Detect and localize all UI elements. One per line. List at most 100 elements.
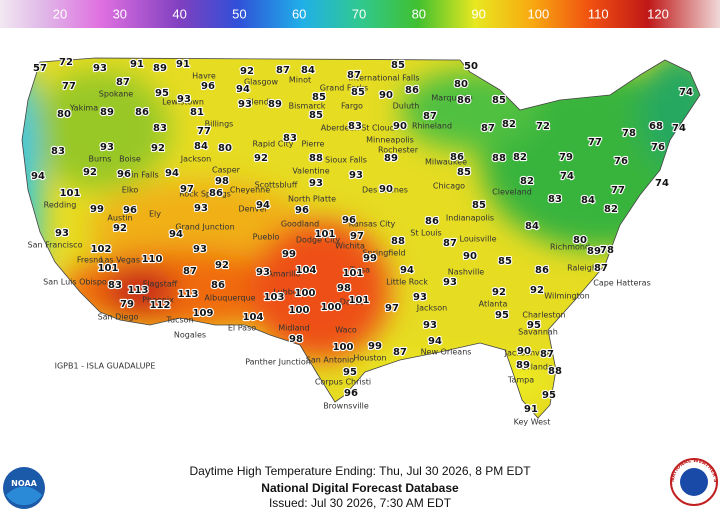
us-outline [21,57,701,419]
noaa-text: NOAA [11,479,37,488]
temperature: 100 [321,302,342,313]
city-name: Rochester [378,146,419,155]
city-name: Goodland [281,220,319,229]
temperature: 99 [90,204,104,215]
temperatures: 72 57 93 91 91 96 92 87 84 87 85 50 80 74 77 87 89 95 93 94… [30,56,694,416]
legend-label: 50 [232,6,246,21]
temperature: 94 [428,336,442,347]
temperature: 97 [385,303,399,314]
temperature: 93 [177,94,191,105]
city-name: Pueblo [253,233,280,242]
temperature: 72 [536,121,550,132]
city-name: Rapid City [253,140,294,149]
temperature: 109 [193,308,214,319]
city-name: Springfield [362,249,405,258]
temperature: 87 [276,65,290,76]
city-name: Spokane [99,90,134,99]
temperature: 93 [238,99,252,110]
city-name: Jacksonville [504,349,552,358]
temperature: 80 [454,79,468,90]
city-name: Nashville [448,268,485,277]
city-name: Las Vegas [100,256,140,265]
temperature: 83 [283,133,297,144]
legend-label: 20 [53,6,67,21]
city-name: Corpus Christi [315,378,371,387]
temperature: 94 [165,168,179,179]
temperature: 79 [559,152,573,163]
city-name: Wilmington [544,292,589,301]
temperature: 93 [349,170,363,181]
city-name: Waco [335,326,357,335]
city-name: Tampa [507,376,534,385]
city-name: Kansas City [349,220,396,229]
temperature: 102 [91,244,112,255]
temperature: 93 [413,292,427,303]
temperature: 84 [301,65,315,76]
city-name: Chicago [433,182,465,191]
city-name: Boise [119,155,141,164]
city-name: Dodge City [296,236,341,245]
temperature: 93 [256,267,270,278]
city-name: Glasgow [244,78,278,87]
temperature: 90 [393,121,407,132]
city-name: Yakima [69,104,98,113]
temperature: 90 [463,251,477,262]
temperature: 87 [481,123,495,134]
legend-bar [0,0,720,28]
issued: Issued: Jul 30 2026, 7:30 AM EDT [269,496,452,510]
temperature: 92 [492,287,506,298]
temperature: 89 [268,99,282,110]
temperature: 96 [117,169,131,180]
city-name: Brownsville [323,402,369,411]
city-name: Bismarck [289,102,326,111]
city-name: Amarillo [267,270,300,279]
temperature: 92 [215,260,229,271]
city-name: Denver [238,205,268,214]
temperature: 93 [55,228,69,239]
temperature: 113 [178,289,199,300]
temperature: 93 [193,244,207,255]
city-name: Glendive [245,98,280,107]
city-name: Duluth [393,102,420,111]
temperature: 96 [295,205,309,216]
city-name: San Diego [98,313,139,322]
temperature: 95 [155,88,169,99]
city-name: Billings [205,120,234,129]
legend: 20 30 40 50 60 70 80 90 100 110 120 [53,6,669,21]
temperature: 86 [425,216,439,227]
hot-region [250,220,390,360]
temperature: 92 [240,66,254,77]
temperature: 91 [130,59,144,70]
temperature: 77 [197,126,211,137]
temperature: 92 [151,143,165,154]
temperature: 77 [62,81,76,92]
temperature: 94 [31,171,45,182]
city-name: Panther Junction [245,358,311,367]
temperature: 96 [123,205,137,216]
temperature: 100 [333,342,354,353]
temperature: 112 [150,300,171,311]
city-name: Tucson [165,316,193,325]
city-name: St Louis [410,229,441,238]
temperature: 89 [587,246,601,257]
temperature: 82 [502,119,516,130]
legend-label: 60 [292,6,306,21]
hot-region [60,250,300,330]
city-name: Orlando [521,363,553,372]
temperature: 83 [548,194,562,205]
temperature: 79 [120,299,134,310]
temperature: 95 [495,310,509,321]
temperature: 68 [649,121,663,132]
temperature: 101 [349,295,370,306]
temperature: 94 [256,200,270,211]
temperature: 100 [295,288,316,299]
temperature: 74 [655,178,669,189]
temperature: 104 [243,312,264,323]
city-name: New Orleans [421,348,472,357]
city-name: Austin [107,214,132,223]
city-name: Atlanta [479,300,508,309]
temperature: 99 [368,341,382,352]
temperature: 83 [108,280,122,291]
city-name: Jackson [180,155,211,164]
